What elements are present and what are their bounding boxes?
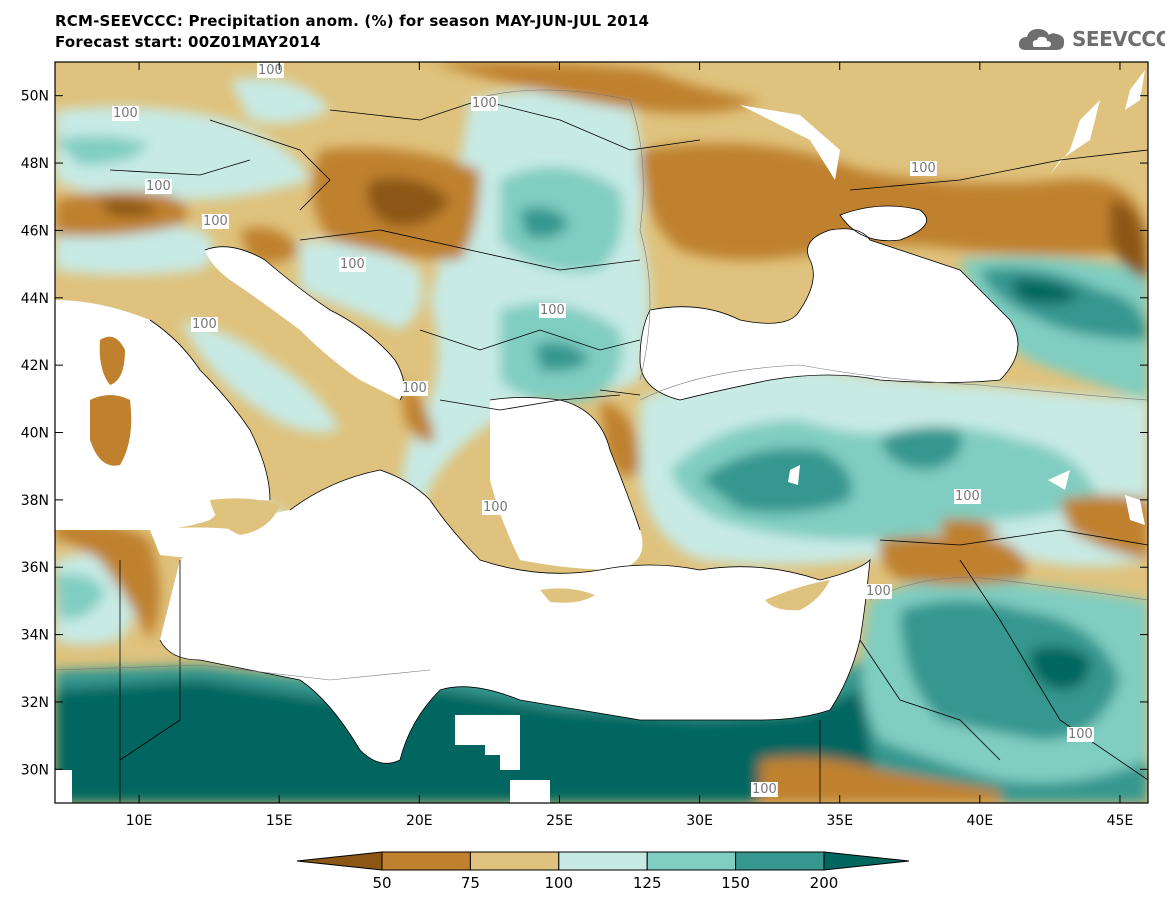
contour-label-box [539,303,566,318]
y-tick-label: 36N [21,560,49,576]
colorbar-segment [381,851,471,871]
borders [109,99,1148,803]
y-tick-label: 46N [21,223,49,239]
contour-labels: 100 100 100 100 100 100 100 100 100 100 … [112,63,1094,797]
colorbar-segment [735,851,825,871]
contour-label: 100 [955,489,980,504]
colorbar-label: 50 [372,874,391,892]
contour-label-box [1067,727,1094,742]
contour-label: 100 [472,96,497,111]
contour-label: 100 [203,214,228,229]
colorbar-segment [823,851,910,871]
colorbar-segment [646,851,737,871]
colorbar-segment [296,851,383,871]
x-tick-label: 15E [266,813,293,829]
contour-label-box [112,106,139,121]
contour-label: 100 [146,179,171,194]
x-tick-label: 10E [126,813,153,829]
contour-label-box [482,500,509,515]
cloud-logo-icon [1018,29,1065,50]
contour-label-box [954,489,981,504]
contour-label-box [191,317,218,332]
x-tick-label: 40E [967,813,994,829]
missing-data-patches [55,70,1145,803]
x-tick-label: 30E [686,813,713,829]
contour-label: 100 [113,106,138,121]
colorbar-segment [469,851,560,871]
y-tick-label: 50N [21,89,49,105]
y-tick-label: 44N [21,291,49,307]
y-tick-label: 48N [21,156,49,172]
contour-label-box [202,214,229,229]
contour-label: 100 [866,584,891,599]
contour-lines [55,89,1148,681]
y-tick-label: 40N [21,426,49,442]
contour-label-box [257,63,284,78]
colorbar-label: 100 [544,874,573,892]
contour-label: 100 [192,317,217,332]
contour-label: 100 [402,381,427,396]
x-tick-label: 45E [1107,813,1134,829]
contour-label-box [401,381,428,396]
contour-label: 100 [483,500,508,515]
contour-label-box [865,584,892,599]
y-tick-label: 38N [21,493,49,509]
logo-text: SEEVCCC [1072,27,1165,51]
contour-label-box [910,161,937,176]
x-tick-label: 20E [406,813,433,829]
contour-label: 100 [1068,727,1093,742]
colorbar-label: 75 [461,874,480,892]
seevccc-logo: SEEVCCC [1016,24,1165,54]
x-axis: 10E 15E 20E 25E 30E 35E 40E 45E [126,62,1134,829]
title-line-2: Forecast start: 00Z01MAY2014 [55,33,321,51]
y-tick-label: 32N [21,695,49,711]
y-tick-label: 34N [21,628,49,644]
y-tick-label: 42N [21,358,49,374]
title-line-1: RCM-SEEVCCC: Precipitation anom. (%) for… [55,12,650,30]
anomaly-field [55,62,1148,803]
contour-label-box [471,96,498,111]
x-tick-label: 25E [546,813,573,829]
sea-mask [55,206,1018,764]
contour-label-box [145,179,172,194]
colorbar-segment [558,851,648,871]
contour-label-box [339,257,366,272]
x-tick-label: 35E [826,813,853,829]
colorbar-label: 150 [721,874,750,892]
contour-label: 100 [340,257,365,272]
contour-label: 100 [752,782,777,797]
colorbar-label: 200 [810,874,839,892]
contour-label: 100 [911,161,936,176]
colorbar: 50 75 100 125 150 200 [296,851,910,892]
islands [90,336,830,611]
contour-label: 100 [540,303,565,318]
y-tick-label: 30N [21,762,49,778]
contour-label: 100 [258,63,283,78]
colorbar-label: 125 [633,874,662,892]
y-axis: 50N 48N 46N 44N 42N 40N 38N 36N 34N 32N 30N [21,89,1148,778]
contour-label-box [751,782,778,797]
